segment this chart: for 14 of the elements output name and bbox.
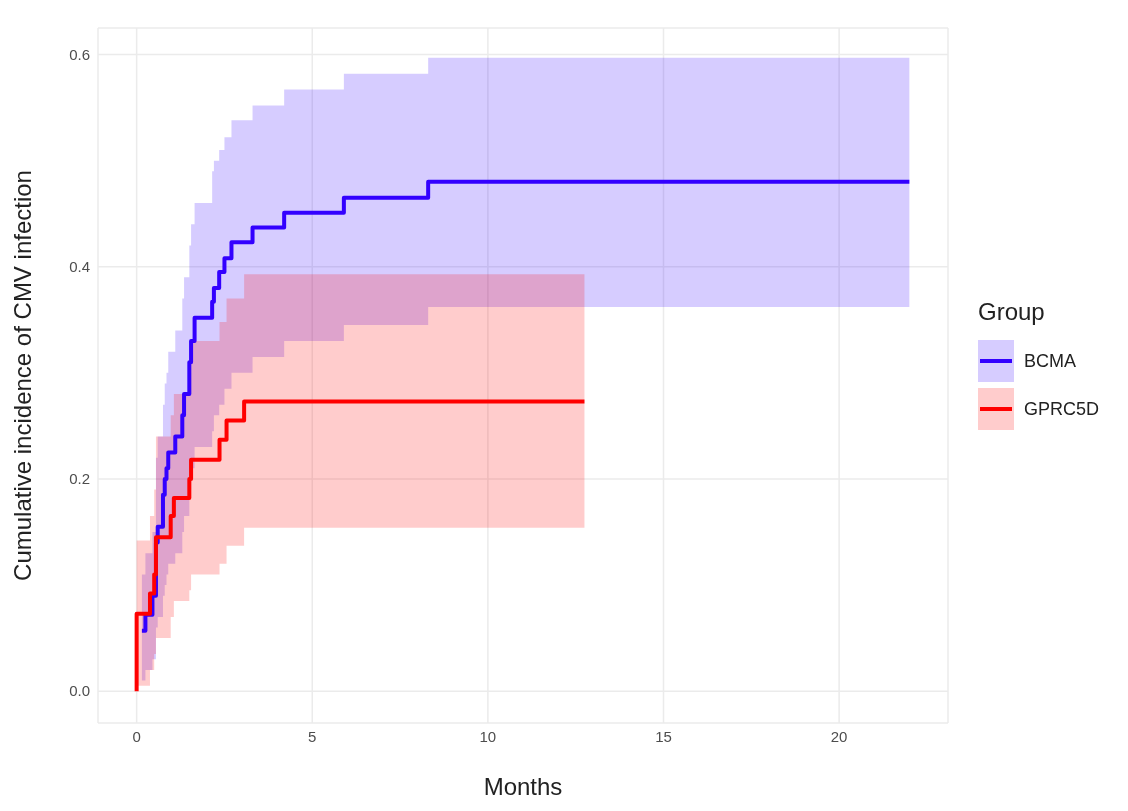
x-axis-title: Months [483, 773, 563, 800]
y-tick-label: 0.6 [69, 45, 90, 63]
legend-label: BCMA [1024, 350, 1077, 372]
x-tick-label: 5 [308, 727, 317, 745]
y-tick-label: 0.0 [69, 682, 90, 700]
x-tick-label: 0 [132, 727, 141, 745]
y-tick-label: 0.4 [69, 258, 90, 276]
legend-title: Group [978, 298, 1046, 326]
y-tick-label: 0.2 [69, 470, 90, 488]
x-tick-label: 15 [655, 727, 672, 745]
y-axis-title: Cumulative incidence of CMV infection [8, 170, 36, 581]
x-tick-label: 20 [830, 727, 848, 745]
legend-label: GPRC5D [1024, 398, 1100, 420]
x-tick-label: 10 [479, 727, 497, 745]
